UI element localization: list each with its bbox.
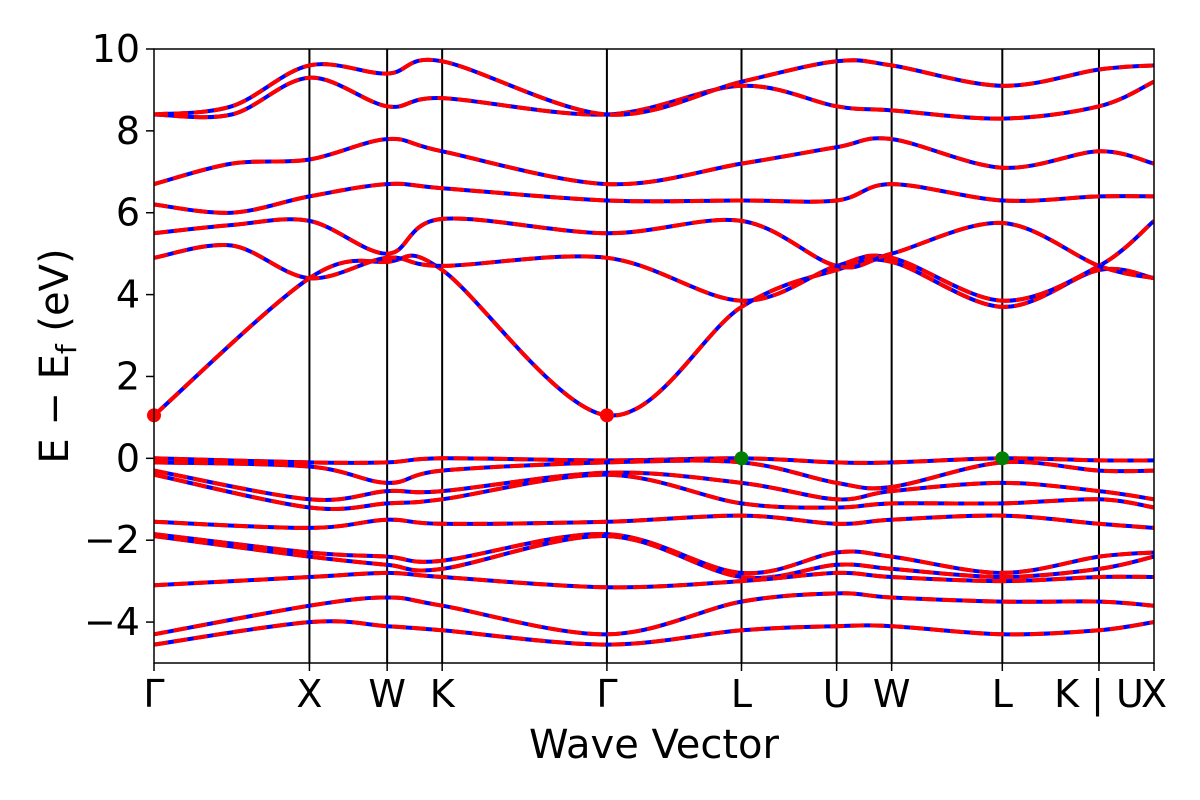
y-axis-title-subscript: f [50, 343, 83, 354]
band-valence-spin-up [154, 619, 1154, 647]
cbm-marker [599, 408, 614, 423]
x-tick-label: L [731, 672, 752, 716]
y-axis-title-unit: (eV) [32, 248, 78, 331]
vbm-marker [734, 451, 749, 466]
y-axis-ticks: −4 −2 0 2 4 6 8 10 [84, 27, 154, 644]
y-tick-label: 2 [116, 354, 140, 398]
x-tick-label: W [368, 672, 406, 716]
band-valence-spin-up [154, 534, 1154, 580]
y-tick-label: 8 [116, 109, 140, 153]
y-tick-label: 4 [116, 273, 140, 317]
y-tick-label: −4 [84, 600, 140, 644]
x-tick-label: K | U [1054, 672, 1144, 717]
y-tick-label: 0 [116, 436, 140, 480]
y-axis-title-main: E − E [32, 354, 78, 464]
y-tick-label: 10 [92, 27, 140, 71]
band-conduction-spin-up [154, 136, 1154, 187]
x-tick-label: K [430, 672, 456, 716]
x-tick-label: Γ [143, 672, 164, 716]
x-tick-label: W [873, 672, 911, 716]
band-valence-spin-up [154, 513, 1154, 530]
band-conduction-spin-up [154, 253, 1154, 418]
band-conduction-spin-up [154, 181, 1154, 215]
plot-frame [153, 48, 1155, 664]
vbm-marker [995, 451, 1010, 466]
band-conduction-spin-up [154, 75, 1154, 121]
x-tick-label: L [992, 672, 1013, 716]
band-conduction-spin-up [154, 219, 1154, 303]
y-axis-title: E − Ef (eV) [32, 248, 83, 463]
band-valence-spin-up [154, 591, 1154, 637]
x-tick-label: U [823, 672, 851, 716]
band-conduction-spin-up [154, 216, 1154, 281]
band-valence-spin-up [154, 472, 1154, 512]
band-valence-spin-down [154, 570, 1154, 590]
y-tick-label: 6 [116, 191, 140, 235]
y-tick-label: −2 [84, 518, 140, 562]
band-lines [154, 57, 1154, 647]
band-conduction-spin-up [154, 57, 1154, 117]
band-valence-spin-up [154, 468, 1154, 502]
x-tick-label: X [296, 672, 322, 716]
x-tick-label: X [1141, 672, 1167, 716]
x-tick-label: Γ [596, 672, 617, 716]
x-axis-title: Wave Vector [529, 722, 780, 768]
band-valence-spin-up [154, 532, 1154, 576]
